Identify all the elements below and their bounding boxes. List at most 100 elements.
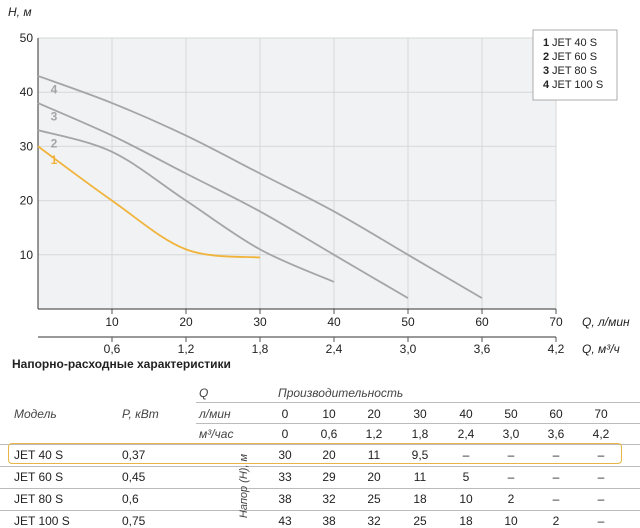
series-line-jet-80-s bbox=[37, 102, 409, 299]
lpm-header: л/мин bbox=[199, 407, 231, 421]
head-value-cell: – bbox=[597, 514, 605, 528]
head-value-cell: 11 bbox=[367, 448, 381, 462]
legend-entry: JET 60 S bbox=[552, 51, 597, 63]
model-cell: JET 100 S bbox=[14, 514, 70, 528]
m3h-value: 1,8 bbox=[411, 427, 429, 441]
head-value-cell: 29 bbox=[322, 470, 336, 484]
x2-tick-label: 1,8 bbox=[252, 342, 269, 356]
table-divider bbox=[196, 402, 640, 403]
x-tick-label: 30 bbox=[253, 315, 267, 329]
lpm-value: 50 bbox=[504, 407, 518, 421]
y-tick-label: 10 bbox=[20, 248, 34, 262]
head-value-cell: 38 bbox=[278, 492, 292, 506]
m3h-header: м³/час bbox=[199, 427, 234, 441]
x-tick-label: 20 bbox=[179, 315, 193, 329]
performance-header: Производительность bbox=[278, 386, 404, 400]
head-value-cell: 38 bbox=[322, 514, 336, 528]
power-cell: 0,6 bbox=[122, 492, 139, 506]
table-divider bbox=[0, 488, 640, 489]
x2-tick-label: 3,6 bbox=[474, 342, 491, 356]
x-tick-label: 50 bbox=[401, 315, 415, 329]
model-cell: JET 40 S bbox=[14, 448, 64, 462]
legend-entry: JET 40 S bbox=[552, 37, 597, 49]
head-value-cell: 25 bbox=[367, 492, 381, 506]
head-value-cell: 10 bbox=[459, 492, 473, 506]
head-value-cell: – bbox=[552, 492, 560, 506]
head-value-cell: 11 bbox=[413, 470, 427, 484]
head-value-cell: 32 bbox=[322, 492, 336, 506]
lpm-value: 30 bbox=[413, 407, 427, 421]
head-value-cell: 9,5 bbox=[411, 448, 429, 462]
power-cell: 0,37 bbox=[122, 448, 146, 462]
head-value-cell: – bbox=[552, 470, 560, 484]
head-value-cell: – bbox=[597, 470, 605, 484]
table-divider bbox=[0, 444, 640, 445]
series-line-jet-100-s bbox=[37, 75, 483, 299]
head-value-cell: 2 bbox=[552, 514, 560, 528]
head-axis-label: Напор (Н), м bbox=[238, 453, 251, 519]
curve-number-label: 1 bbox=[51, 153, 58, 167]
q-header: Q bbox=[199, 386, 209, 400]
head-value-cell: 30 bbox=[278, 448, 292, 462]
head-value-cell: 10 bbox=[504, 514, 518, 528]
head-value-cell: 33 bbox=[278, 470, 292, 484]
power-header: P, кВт bbox=[122, 407, 159, 421]
m3h-value: 3,0 bbox=[502, 427, 520, 441]
y-tick-label: 50 bbox=[20, 31, 34, 45]
table-divider bbox=[196, 423, 640, 424]
x-tick-label: 10 bbox=[105, 315, 119, 329]
head-value-cell: – bbox=[462, 448, 470, 462]
head-value-cell: 25 bbox=[413, 514, 427, 528]
m3h-value: 0,6 bbox=[320, 427, 338, 441]
m3h-value: 2,4 bbox=[457, 427, 475, 441]
head-value-cell: – bbox=[552, 448, 560, 462]
legend-entry: JET 80 S bbox=[552, 65, 597, 77]
x-tick-label: 60 bbox=[475, 315, 489, 329]
model-header: Модель bbox=[14, 407, 57, 421]
legend-number: 4 bbox=[543, 79, 550, 91]
plot-area bbox=[38, 38, 556, 309]
lpm-value: 40 bbox=[459, 407, 473, 421]
lpm-value: 0 bbox=[281, 407, 289, 421]
curve-number-label: 2 bbox=[51, 137, 58, 151]
legend-number: 2 bbox=[543, 51, 549, 63]
legend-number: 1 bbox=[543, 37, 549, 49]
x2-tick-label: 1,2 bbox=[178, 342, 195, 356]
head-value-cell: 2 bbox=[507, 492, 515, 506]
head-flow-chart: 10 20 30 40 50 10 0,6 20 1,2 30 1,8 40 2,4 50 3,0 60 3,6… bbox=[8, 5, 630, 356]
lpm-value: 10 bbox=[322, 407, 336, 421]
y-tick-label: 30 bbox=[20, 139, 34, 153]
legend-entry: JET 100 S bbox=[552, 79, 603, 91]
power-cell: 0,45 bbox=[122, 470, 146, 484]
head-value-cell: 18 bbox=[459, 514, 473, 528]
head-value-cell: – bbox=[507, 448, 515, 462]
m3h-value: 3,6 bbox=[547, 427, 565, 441]
lpm-value: 20 bbox=[367, 407, 381, 421]
series-line-jet-40-s bbox=[37, 145, 261, 259]
table-title: Напорно-расходные характеристики bbox=[12, 357, 231, 371]
legend-box bbox=[532, 29, 618, 101]
model-cell: JET 60 S bbox=[14, 470, 64, 484]
x-tick-label: 40 bbox=[327, 315, 341, 329]
head-value-cell: 20 bbox=[322, 448, 336, 462]
x2-tick-label: 2,4 bbox=[326, 342, 343, 356]
x-axis-label: Q, л/мин bbox=[582, 315, 630, 329]
m3h-value: 4,2 bbox=[592, 427, 610, 441]
head-value-cell: 43 bbox=[278, 514, 292, 528]
m3h-value: 0 bbox=[281, 427, 289, 441]
y-tick-label: 40 bbox=[20, 85, 34, 99]
head-value-cell: – bbox=[597, 492, 605, 506]
table-divider bbox=[0, 510, 640, 511]
head-value-cell: 5 bbox=[462, 470, 470, 484]
head-value-cell: 32 bbox=[367, 514, 381, 528]
table-divider bbox=[0, 466, 640, 467]
series-line-jet-60-s bbox=[37, 129, 335, 283]
curve-number-label: 3 bbox=[51, 110, 58, 124]
y-axis-label: H, м bbox=[8, 5, 32, 19]
head-value-cell: – bbox=[597, 448, 605, 462]
legend-number: 3 bbox=[543, 65, 549, 77]
y-tick-label: 20 bbox=[20, 194, 34, 208]
lpm-value: 70 bbox=[594, 407, 608, 421]
head-value-cell: 18 bbox=[413, 492, 427, 506]
x-tick-label: 70 bbox=[549, 315, 563, 329]
